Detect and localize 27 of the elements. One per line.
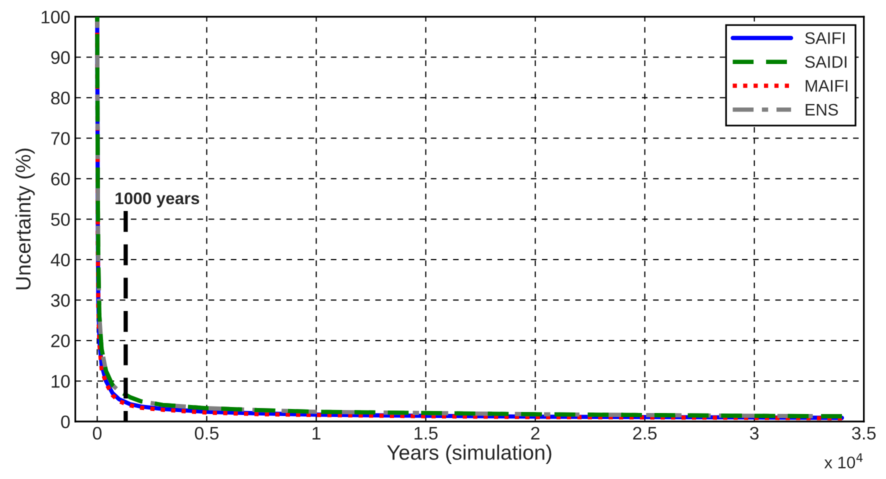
y-tick-label: 20 xyxy=(51,334,70,348)
x-axis-title: Years (simulation) xyxy=(387,444,552,464)
x-tick-label: 0.5 xyxy=(194,426,219,440)
x-tick-label: 0 xyxy=(92,426,102,440)
x-tick-label: 1.5 xyxy=(414,427,438,440)
x-tick-label: 2.5 xyxy=(633,426,657,440)
y-tick-label: 40 xyxy=(50,254,70,266)
y-tick-label: 10 xyxy=(52,374,70,388)
y-tick-label: 60 xyxy=(51,172,70,186)
annotation: 1000 years xyxy=(116,192,200,208)
y-tick-label: 30 xyxy=(51,294,70,307)
x-tick-label: 3 xyxy=(750,426,759,440)
legend-label: ENS xyxy=(806,104,838,116)
y-tick-label: 90 xyxy=(51,51,70,64)
legend-label: MAIFI xyxy=(806,80,848,92)
x-tick-label: 3.5 xyxy=(852,426,876,440)
y-tick-label: 100 xyxy=(42,10,70,24)
y-tick-label: 70 xyxy=(51,132,70,145)
y-tick-label: 80 xyxy=(51,92,70,104)
legend-label: SAIFI xyxy=(805,32,845,44)
text: x 10$^{4}$ xyxy=(824,453,863,468)
x-tick-label: 1 xyxy=(312,427,320,440)
y-tick-label: 0 xyxy=(61,415,70,428)
x-tick-label: 2 xyxy=(531,426,540,440)
legend-label: SAIDI xyxy=(805,56,846,68)
y-axis-title: Uncertainty (%) xyxy=(15,148,35,290)
y-tick-label: 50 xyxy=(51,213,70,226)
